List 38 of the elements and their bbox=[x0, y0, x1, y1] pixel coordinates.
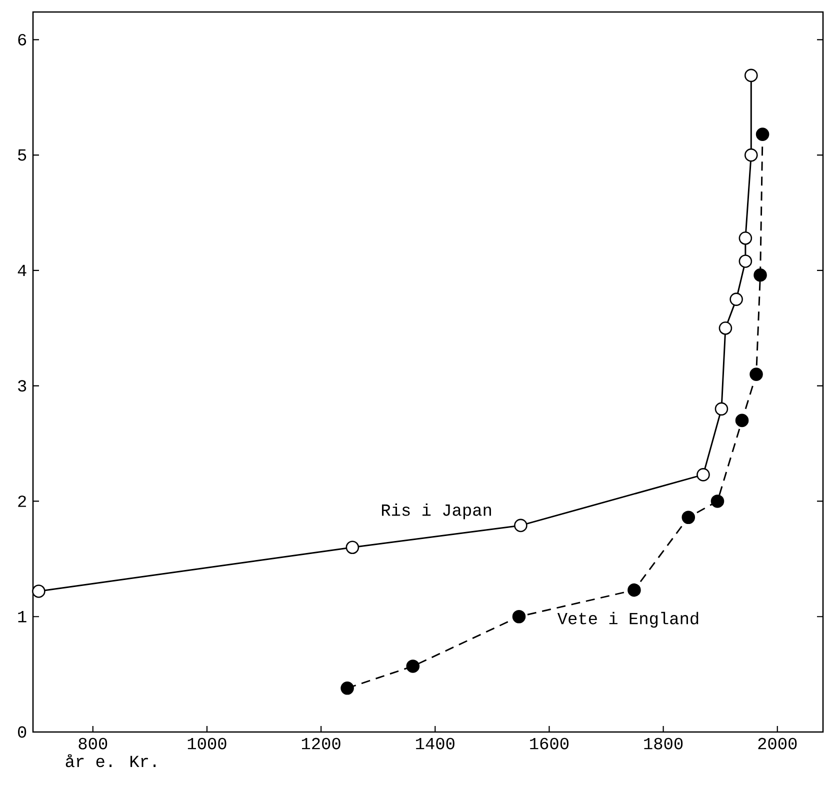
x-tick-label: 1000 bbox=[188, 738, 226, 750]
point bbox=[710, 494, 724, 508]
y-tick-label: 1 bbox=[18, 611, 26, 622]
y-tick-label: 2 bbox=[18, 496, 26, 507]
x-tick-label: 1200 bbox=[302, 738, 340, 750]
point bbox=[744, 148, 758, 162]
x-tick-label: 1400 bbox=[416, 738, 454, 750]
point bbox=[514, 518, 528, 532]
point bbox=[738, 254, 752, 268]
point bbox=[750, 368, 763, 381]
y-tick-label: 5 bbox=[18, 149, 26, 161]
point bbox=[714, 402, 728, 416]
point bbox=[682, 510, 696, 524]
series-label: Ris i Japan bbox=[382, 503, 491, 520]
point bbox=[32, 584, 46, 598]
point bbox=[718, 322, 732, 335]
x-tick-label: 1800 bbox=[644, 738, 683, 750]
point bbox=[730, 292, 743, 306]
point bbox=[744, 68, 758, 82]
point bbox=[696, 468, 710, 482]
y-tick-label: 4 bbox=[18, 264, 26, 276]
x-tick-label: 800 bbox=[78, 738, 108, 750]
point bbox=[754, 268, 767, 282]
point bbox=[512, 610, 526, 624]
x-tick-label: 1600 bbox=[530, 738, 568, 750]
y-tick-label: 6 bbox=[18, 34, 26, 46]
y-tick-label: 0 bbox=[18, 726, 26, 738]
point bbox=[340, 682, 354, 695]
y-tick-label: 3 bbox=[18, 380, 26, 392]
point bbox=[406, 660, 420, 673]
point bbox=[346, 540, 360, 554]
point bbox=[738, 232, 752, 245]
series-label: Vete i England bbox=[557, 612, 698, 628]
point bbox=[628, 583, 641, 597]
point bbox=[735, 414, 749, 428]
x-axis-title: år e. Kr. bbox=[66, 754, 156, 768]
x-tick-label: 2000 bbox=[758, 738, 797, 750]
point bbox=[756, 128, 770, 141]
